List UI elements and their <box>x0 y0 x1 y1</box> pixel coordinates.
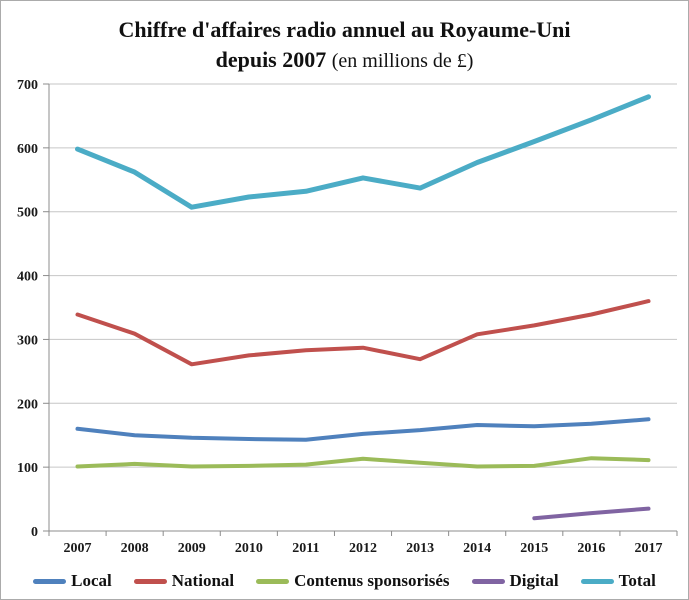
x-tick-label: 2013 <box>406 541 434 556</box>
legend-item-national: National <box>133 571 235 591</box>
x-tick-label: 2011 <box>292 541 319 556</box>
y-tick-label: 200 <box>17 397 38 412</box>
legend-label-contenus-sponsoris-s: Contenus sponsorisés <box>294 571 450 590</box>
x-tick-label: 2016 <box>577 541 605 556</box>
series-line-contenus-sponsoris-s <box>75 456 651 469</box>
series-line-local <box>75 417 651 442</box>
legend-label-national: National <box>171 571 235 590</box>
y-tick-label: 0 <box>31 525 38 540</box>
y-tick-label: 500 <box>17 206 38 221</box>
legend-swatch-local <box>33 578 67 584</box>
chart-title: Chiffre d'affaires radio annuel au Royau… <box>1 15 688 75</box>
chart-title-line1: Chiffre d'affaires radio annuel au Royau… <box>118 17 571 42</box>
series-line-national <box>75 299 651 367</box>
y-tick-label: 100 <box>17 461 38 476</box>
legend-swatch-digital <box>471 578 505 584</box>
x-tick-label: 2012 <box>349 541 377 556</box>
legend-swatch-national <box>133 578 167 584</box>
legend-label-digital: Digital <box>509 571 559 590</box>
chart-legend: Local National Contenus sponsorisés Digital… <box>1 571 688 591</box>
series-line-digital <box>532 506 651 521</box>
x-tick-label: 2007 <box>64 541 92 556</box>
x-tick-label: 2008 <box>121 541 149 556</box>
y-tick-label: 600 <box>17 142 38 157</box>
x-tick-label: 2015 <box>520 541 548 556</box>
legend-item-contenus-sponsoris-s: Contenus sponsorisés <box>256 571 450 591</box>
legend-swatch-total <box>580 578 614 584</box>
x-tick-label: 2017 <box>634 541 662 556</box>
x-tick-label: 2010 <box>235 541 263 556</box>
legend-item-local: Local <box>33 571 112 591</box>
x-tick-label: 2014 <box>463 541 491 556</box>
series-line-total <box>75 94 651 210</box>
chart-title-units: (en millions de £) <box>331 49 474 72</box>
y-tick-label: 700 <box>17 78 38 93</box>
legend-item-total: Total <box>580 571 656 591</box>
x-tick-label: 2009 <box>178 541 206 556</box>
y-tick-label: 400 <box>17 270 38 285</box>
chart-title-line2-bold: depuis 2007 <box>215 46 327 72</box>
legend-item-digital: Digital <box>471 571 559 591</box>
y-tick-label: 300 <box>17 333 38 348</box>
legend-label-total: Total <box>618 571 656 590</box>
legend-label-local: Local <box>71 571 112 590</box>
legend-swatch-contenus-sponsoris-s <box>256 578 290 584</box>
